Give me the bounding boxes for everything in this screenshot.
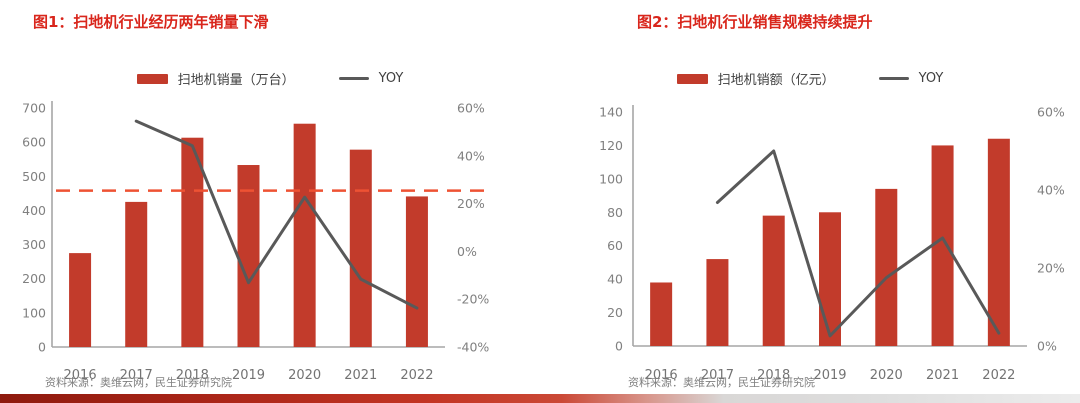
bar-2020 [875, 188, 898, 346]
fig2-plot-area: 0 20 40 60 80 100 120 140 0% 20% 40% 60% 2016 2017 201… [599, 105, 1065, 384]
bar-2019 [819, 212, 841, 346]
left-axis-tick: 600 [22, 135, 46, 150]
x-axis-category-label: 2016 [64, 368, 97, 383]
bar-2021 [931, 145, 954, 346]
left-axis-tick: 0 [615, 339, 623, 354]
left-axis-tick: 100 [599, 171, 623, 186]
line-series-swatch [878, 77, 909, 80]
left-axis-tick: 100 [22, 305, 46, 320]
fig2-source: 资料来源：奥维云网，民生证券研究院 [628, 376, 815, 389]
left-axis-tick: 700 [22, 101, 46, 116]
bar-2020 [293, 123, 316, 347]
x-axis-category-label: 2018 [176, 368, 209, 383]
bar-2022 [405, 196, 428, 347]
bar-series-label: 扫地机销量（万台） [177, 73, 295, 88]
footer-gradient-bar [0, 394, 1080, 403]
fig2-title: 图2：扫地机行业销售规模持续提升 [637, 13, 873, 31]
chart-panel-fig1: 图1：扫地机行业经历两年销量下滑 扫地机销量（万台） YOY 0 100 200 30… [0, 13, 540, 389]
right-axis-tick: 0% [1037, 339, 1057, 354]
bar-2022 [987, 138, 1010, 346]
right-axis-tick: 20% [1037, 261, 1065, 276]
left-axis-tick: 300 [22, 237, 46, 252]
bar-series-swatch [136, 73, 168, 84]
left-axis-tick: 20 [607, 305, 623, 320]
yoy-line [134, 119, 419, 310]
x-axis-category-label: 2017 [701, 368, 734, 383]
bar-2017 [706, 259, 729, 346]
x-axis-category-label: 2020 [870, 368, 903, 383]
x-axis-category-label: 2021 [926, 368, 959, 383]
right-axis-tick: -40% [457, 340, 489, 355]
bar-2018 [762, 215, 785, 346]
bar-series-swatch [676, 73, 708, 84]
line-series-swatch [338, 77, 369, 80]
right-axis-tick: -20% [457, 292, 489, 307]
x-axis-category-label: 2019 [232, 368, 265, 383]
left-axis-tick: 80 [607, 205, 623, 220]
bar-2016 [69, 253, 92, 347]
chart-panel-fig2: 图2：扫地机行业销售规模持续提升 扫地机销额（亿元） YOY 0 20 40 60 80… [540, 0, 1080, 403]
left-axis-tick: 400 [22, 203, 46, 218]
x-axis-category-label: 2016 [645, 368, 678, 383]
x-axis-category-label: 2021 [344, 368, 377, 383]
fig2-legend: 扫地机销额（亿元） YOY [540, 69, 1080, 88]
line-series-label: YOY [918, 71, 944, 86]
fig1-source: 资料来源：奥维云网，民生证券研究院 [45, 376, 232, 389]
bar-2016 [650, 282, 673, 346]
fig1-plot-area: 0 100 200 300 400 500 600 700 -40% -20% 0% 20% 40% 60… [22, 101, 489, 384]
right-axis-tick: 40% [1037, 183, 1065, 198]
left-axis-tick: 140 [599, 105, 623, 120]
line-series-label: YOY [378, 71, 404, 86]
left-axis-tick: 40 [607, 272, 623, 287]
x-axis-category-label: 2020 [288, 368, 321, 383]
bar-2017 [125, 201, 148, 347]
x-axis-category-label: 2018 [757, 368, 790, 383]
right-axis-tick: 20% [457, 196, 485, 211]
x-axis-category-label: 2022 [400, 368, 433, 383]
bar-series-label: 扫地机销额（亿元） [717, 73, 835, 88]
yoy-line [715, 149, 1001, 338]
left-axis-tick: 200 [22, 271, 46, 286]
fig1-legend: 扫地机销量（万台） YOY [0, 69, 540, 88]
x-axis-category-label: 2017 [120, 368, 153, 383]
right-axis-tick: 60% [457, 101, 485, 116]
bar-2021 [349, 149, 372, 347]
left-axis-tick: 60 [607, 238, 623, 253]
right-axis-tick: 40% [457, 148, 485, 163]
x-axis-category-label: 2022 [982, 368, 1015, 383]
right-axis-tick: 0% [457, 244, 477, 259]
left-axis-tick: 500 [22, 169, 46, 184]
left-axis-tick: 0 [38, 340, 46, 355]
bar-2019 [237, 165, 260, 347]
right-axis-tick: 60% [1037, 105, 1065, 120]
x-axis-category-label: 2019 [813, 368, 846, 383]
left-axis-tick: 120 [599, 138, 623, 153]
bar-2018 [181, 137, 204, 347]
fig1-title: 图1：扫地机行业经历两年销量下滑 [33, 13, 269, 31]
